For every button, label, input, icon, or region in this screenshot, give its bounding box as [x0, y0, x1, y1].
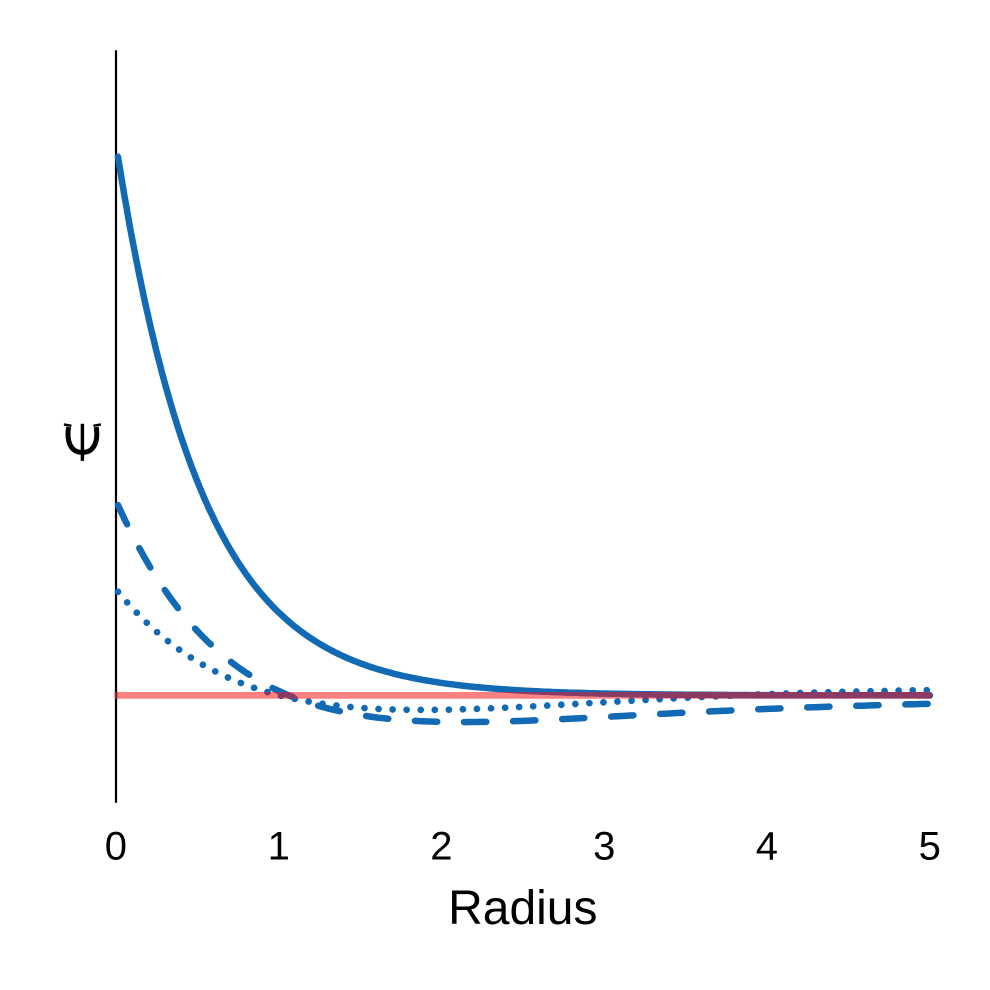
svg-text:4: 4	[756, 824, 778, 868]
svg-text:0: 0	[105, 824, 127, 868]
svg-text:2: 2	[430, 824, 452, 868]
svg-text:Radius: Radius	[448, 882, 597, 935]
svg-text:3: 3	[593, 824, 615, 868]
svg-text:5: 5	[919, 824, 941, 868]
svg-text:1: 1	[268, 824, 290, 868]
